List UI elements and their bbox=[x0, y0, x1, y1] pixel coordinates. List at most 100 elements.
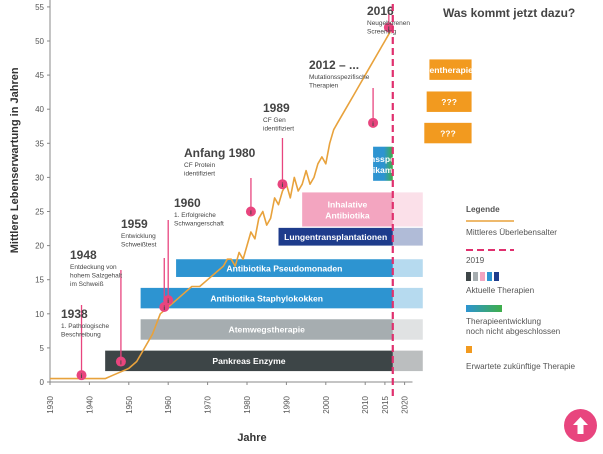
milestone-description: im Schweiß bbox=[70, 281, 104, 288]
milestone-year: Anfang 1980 bbox=[184, 146, 256, 160]
milestone-description: Screening bbox=[367, 29, 397, 36]
therapy-bar bbox=[424, 122, 472, 144]
therapy-bar-fade bbox=[392, 287, 423, 309]
therapy-bar-fade bbox=[392, 259, 423, 277]
milestone-year: 1959 bbox=[121, 217, 148, 231]
milestone-description: Entwicklung bbox=[121, 233, 156, 240]
therapy-label: Atemwegstherapie bbox=[228, 325, 305, 335]
legend-block-swatch bbox=[480, 272, 485, 281]
x-axis-title: Jahre bbox=[237, 432, 266, 444]
milestone-year: 1938 bbox=[61, 307, 88, 321]
y-tick-label: 40 bbox=[35, 105, 44, 114]
milestone-marker[interactable] bbox=[383, 22, 394, 33]
milestone-description: identifiziert bbox=[263, 126, 294, 133]
milestone-marker[interactable] bbox=[368, 117, 379, 128]
therapy-label: Antibiotika bbox=[325, 210, 370, 220]
milestone-description: CF Gen bbox=[263, 117, 286, 124]
therapy-bar bbox=[426, 91, 472, 112]
milestone-marker[interactable] bbox=[277, 179, 288, 190]
arrow-up-icon bbox=[573, 417, 588, 434]
therapy-label: Antibiotika Pseudomonaden bbox=[226, 263, 342, 273]
milestone-description: Mutationsspezifische bbox=[309, 74, 370, 81]
y-tick-label: 15 bbox=[35, 276, 44, 285]
x-tick-label: 1960 bbox=[164, 395, 173, 413]
x-tick-label: 1990 bbox=[282, 395, 291, 413]
info-icon: i bbox=[81, 373, 83, 380]
legend-label: Mittleres Überlebensalter bbox=[466, 227, 557, 237]
legend-box bbox=[460, 197, 593, 383]
milestone-year: 1960 bbox=[174, 196, 201, 210]
legend-block-swatch bbox=[466, 272, 471, 281]
milestone-description: identifiziert bbox=[184, 171, 215, 178]
milestone-description: 1. Erfolgreiche bbox=[174, 212, 216, 219]
therapy-label: Medikamente bbox=[356, 165, 411, 175]
legend-square-swatch bbox=[466, 346, 472, 353]
therapy-bar bbox=[373, 146, 393, 181]
legend-label: noch nicht abgeschlossen bbox=[466, 327, 561, 336]
legend-block-swatch bbox=[487, 272, 492, 281]
milestone-description: 1. Pathologische bbox=[61, 323, 109, 330]
milestone-marker[interactable] bbox=[76, 370, 87, 381]
therapy-label: ??? bbox=[441, 97, 457, 107]
therapy-label: Pankreas Enzyme bbox=[212, 356, 285, 366]
legend-label: 2019 bbox=[466, 256, 485, 265]
x-tick-label: 2010 bbox=[361, 395, 370, 413]
y-tick-label: 50 bbox=[35, 37, 44, 46]
milestone-year: 1948 bbox=[70, 248, 97, 262]
milestone-description: Therapien bbox=[309, 83, 339, 90]
y-axis-title: Mittlere Lebenserwartung in Jahren bbox=[9, 67, 21, 253]
therapy-label: Gentherapie? bbox=[423, 65, 478, 75]
x-tick-label: 2015 bbox=[381, 395, 390, 413]
milestone-description: Schwangerschaft bbox=[174, 221, 224, 228]
info-icon: i bbox=[167, 298, 169, 305]
therapy-bar-fade bbox=[392, 227, 423, 246]
x-tick-label: 2000 bbox=[322, 395, 331, 413]
legend-gradient-swatch bbox=[466, 305, 502, 312]
y-tick-label: 35 bbox=[35, 139, 44, 148]
y-tick-label: 55 bbox=[35, 3, 44, 12]
therapy-bar bbox=[140, 319, 393, 340]
y-tick-label: 10 bbox=[35, 310, 44, 319]
info-icon: i bbox=[372, 121, 374, 128]
x-tick-label: 1980 bbox=[243, 395, 252, 413]
y-tick-label: 20 bbox=[35, 242, 44, 251]
therapy-bar bbox=[429, 59, 472, 80]
milestone-marker[interactable] bbox=[163, 295, 174, 306]
therapy-label: Antibiotika Staphylokokken bbox=[210, 293, 323, 303]
therapy-bar bbox=[278, 227, 393, 246]
info-icon: i bbox=[282, 182, 284, 189]
therapy-bar bbox=[176, 259, 393, 277]
info-icon: i bbox=[120, 360, 122, 367]
milestone-description: Beschreibung bbox=[61, 332, 101, 339]
y-tick-label: 45 bbox=[35, 71, 44, 80]
therapy-label: Inhalative bbox=[328, 199, 368, 209]
therapy-bar bbox=[302, 192, 393, 227]
x-tick-label: 2020 bbox=[401, 395, 410, 413]
milestone-year: 2012 – ... bbox=[309, 58, 359, 72]
x-tick-label: 1970 bbox=[204, 395, 213, 413]
milestone-marker[interactable] bbox=[115, 356, 126, 367]
therapy-label: Lungentransplantationen bbox=[284, 232, 387, 242]
therapy-bar bbox=[105, 350, 393, 372]
legend-block-swatch bbox=[494, 272, 499, 281]
milestone-description: Schweißtest bbox=[121, 242, 157, 249]
legend-label: Aktuelle Therapien bbox=[466, 286, 535, 295]
scroll-to-top-button[interactable] bbox=[564, 409, 597, 442]
legend-title: Legende bbox=[466, 205, 500, 214]
milestone-description: hohem Salzgehalt bbox=[70, 273, 122, 280]
milestone-description: CF Protein bbox=[184, 162, 215, 169]
y-tick-label: 0 bbox=[40, 378, 45, 387]
therapy-bar-fade bbox=[392, 319, 423, 340]
milestone-year: 2016 bbox=[367, 4, 394, 18]
x-tick-label: 1940 bbox=[85, 395, 94, 413]
therapy-label: Mutationsspezifische bbox=[339, 154, 426, 164]
milestone-marker[interactable] bbox=[245, 206, 256, 217]
y-tick-label: 30 bbox=[35, 173, 44, 182]
info-icon: i bbox=[250, 210, 252, 217]
legend-block-swatch bbox=[473, 272, 478, 281]
milestone-description: Neugeborenen bbox=[367, 20, 410, 27]
therapy-label: ??? bbox=[440, 128, 456, 138]
info-icon: i bbox=[388, 25, 390, 32]
